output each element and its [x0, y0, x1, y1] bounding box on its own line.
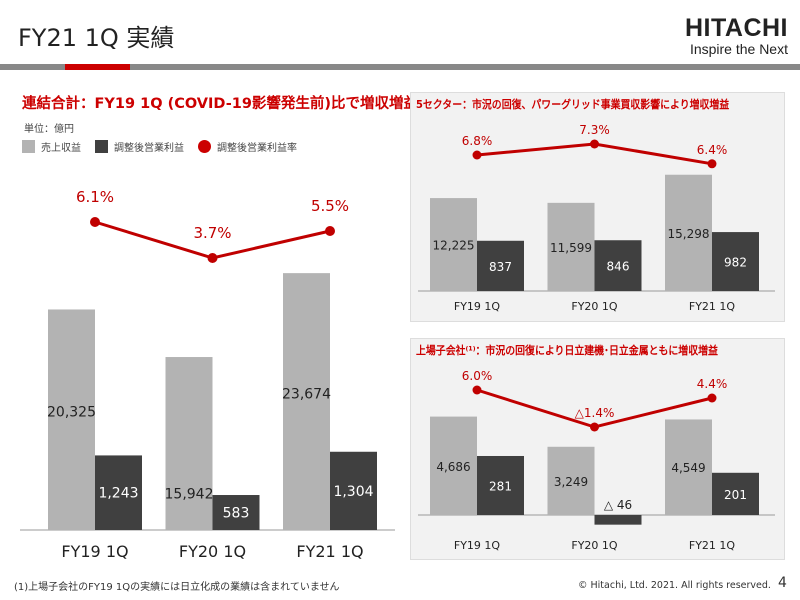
revenue-label: 15,298 — [668, 227, 710, 241]
revenue-bar — [665, 174, 712, 291]
dark-square-icon — [95, 140, 108, 153]
revenue-label: 3,249 — [554, 475, 588, 489]
profit-label: 846 — [607, 260, 630, 274]
revenue-label: 12,225 — [433, 239, 475, 253]
revenue-bar — [430, 198, 477, 291]
category-label: FY21 1Q — [689, 300, 736, 313]
profit-label: 837 — [489, 260, 512, 274]
rate-point — [707, 159, 717, 169]
legend-profit: 調整後営業利益 — [114, 143, 184, 154]
revenue-label: 4,686 — [436, 460, 470, 474]
logo-brand: HITACHI — [684, 14, 788, 42]
category-label: FY20 1Q — [571, 539, 618, 552]
rate-label: △1.4% — [575, 406, 615, 420]
rate-label: 4.4% — [697, 377, 728, 391]
profit-bar — [330, 451, 377, 530]
category-label: FY19 1Q — [454, 300, 501, 313]
revenue-bar — [665, 419, 712, 515]
revenue-label: 4,549 — [671, 461, 705, 475]
profit-label: 1,243 — [98, 486, 138, 502]
header-accent — [65, 64, 130, 70]
legend-revenue: 売上収益 — [41, 143, 81, 154]
revenue-bar — [48, 309, 95, 530]
profit-bar — [212, 495, 260, 530]
revenue-bar — [430, 416, 477, 515]
rate-label: 6.8% — [462, 134, 493, 148]
revenue-bar — [547, 202, 595, 291]
rate-point — [325, 226, 335, 236]
copyright: © Hitachi, Ltd. 2021. All rights reserve… — [578, 580, 771, 591]
profit-bar — [594, 240, 642, 291]
rate-point — [707, 393, 717, 403]
category-label: FY19 1Q — [454, 539, 501, 552]
rate-label: 5.5% — [311, 197, 349, 215]
rate-point — [472, 150, 482, 160]
legend-rate: 調整後営業利益率 — [217, 143, 297, 154]
profit-bar — [594, 515, 642, 525]
page-title: FY21 1Q 実績 — [18, 24, 175, 52]
category-label: FY19 1Q — [61, 542, 128, 561]
red-dot-icon — [198, 140, 211, 153]
rate-label: 3.7% — [193, 224, 231, 242]
profit-bar — [712, 472, 759, 515]
category-label: FY20 1Q — [179, 542, 246, 561]
revenue-label: 23,674 — [282, 387, 331, 403]
rate-label: 6.4% — [697, 143, 728, 157]
revenue-label: 20,325 — [47, 405, 96, 421]
revenue-bar — [547, 446, 595, 515]
rate-point — [590, 422, 599, 432]
category-label: FY20 1Q — [571, 300, 618, 313]
revenue-bar — [165, 357, 213, 530]
profit-label: 1,304 — [333, 484, 373, 500]
profit-label: 201 — [724, 488, 747, 502]
hitachi-logo: HITACHI Inspire the Next — [685, 14, 788, 57]
rate-label: 6.0% — [462, 369, 493, 383]
profit-label: 583 — [223, 506, 250, 522]
profit-bar — [95, 455, 142, 530]
panel-heading: 上場子会社⁽¹⁾：市況の回復により日立建機･日立金属ともに増収増益 — [416, 344, 718, 357]
profit-bar — [712, 232, 759, 291]
profit-label: 982 — [724, 256, 747, 270]
revenue-label: 15,942 — [165, 487, 214, 503]
profit-bar — [477, 455, 524, 515]
category-label: FY21 1Q — [689, 539, 736, 552]
legend: 売上収益 調整後営業利益 調整後営業利益率 — [22, 139, 297, 154]
rate-point — [472, 385, 482, 395]
rate-point — [90, 217, 100, 227]
profit-label: 281 — [489, 479, 512, 493]
rate-label: 6.1% — [76, 188, 114, 206]
revenue-label: 11,599 — [550, 241, 592, 255]
footnote: (1)上場子会社のFY19 1Qの実績には日立化成の業績は含まれていません — [14, 582, 340, 593]
rate-point — [207, 253, 218, 263]
gray-square-icon — [22, 140, 35, 153]
header-divider — [0, 64, 800, 70]
profit-bar — [477, 240, 524, 291]
category-label: FY21 1Q — [296, 542, 363, 561]
logo-tagline: Inspire the Next — [689, 41, 788, 57]
profit-label: △ 46 — [604, 498, 632, 512]
revenue-bar — [283, 273, 330, 530]
panel-heading: 5セクター：市況の回復、パワーグリッド事業買収影響により増収増益 — [416, 98, 730, 111]
rate-point — [590, 139, 599, 149]
unit-label: 単位：億円 — [24, 124, 74, 135]
main-heading: 連結合計：FY19 1Q (COVID-19影響発生前)比で増収増益 — [22, 96, 419, 112]
rate-label: 7.3% — [579, 123, 610, 137]
page-number: 4 — [778, 575, 787, 591]
